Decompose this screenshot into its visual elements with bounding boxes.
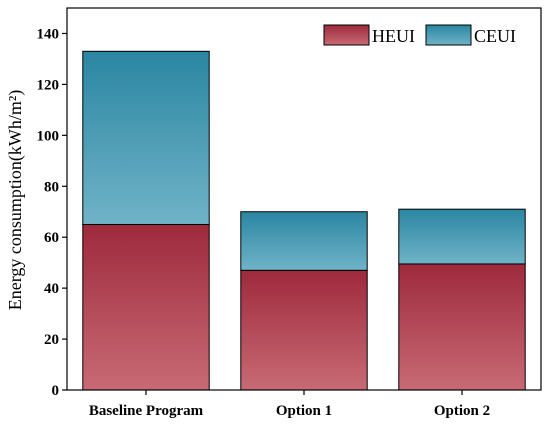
- x-axis-labels: Baseline Program Option 1 Option 2: [89, 390, 490, 419]
- y-tick-label: 40: [44, 281, 59, 297]
- y-tick-label: 140: [37, 26, 60, 42]
- bar-heui-0: [82, 223, 210, 391]
- y-tick-label: 120: [37, 77, 60, 93]
- y-axis-ticks: 0 20 40 60 80 100 120 140: [37, 26, 67, 399]
- x-tick-label: Baseline Program: [89, 403, 204, 419]
- bar-ceui-1: [240, 211, 368, 271]
- bar-ceui-0: [82, 50, 210, 225]
- bar-heui-2: [398, 263, 526, 391]
- x-tick-label: Option 1: [276, 403, 332, 419]
- y-tick-label: 100: [37, 128, 60, 144]
- y-tick-label: 20: [44, 332, 59, 348]
- legend: HEUI CEUI: [323, 24, 516, 46]
- plot-frame: [66, 7, 542, 391]
- y-axis-title: Energy consumption(kWh/m²): [5, 90, 26, 311]
- y-tick-label: 0: [52, 383, 60, 399]
- legend-swatch-ceui: [425, 24, 472, 46]
- y-tick-label: 80: [44, 179, 59, 195]
- legend-label-ceui: CEUI: [474, 26, 516, 46]
- x-tick-label: Option 2: [434, 403, 490, 419]
- bar-heui-1: [240, 269, 368, 391]
- bar-ceui-2: [398, 208, 526, 265]
- legend-label-heui: HEUI: [372, 26, 415, 46]
- y-tick-label: 60: [44, 230, 59, 246]
- bars: [82, 50, 526, 391]
- legend-swatch-heui: [323, 24, 370, 46]
